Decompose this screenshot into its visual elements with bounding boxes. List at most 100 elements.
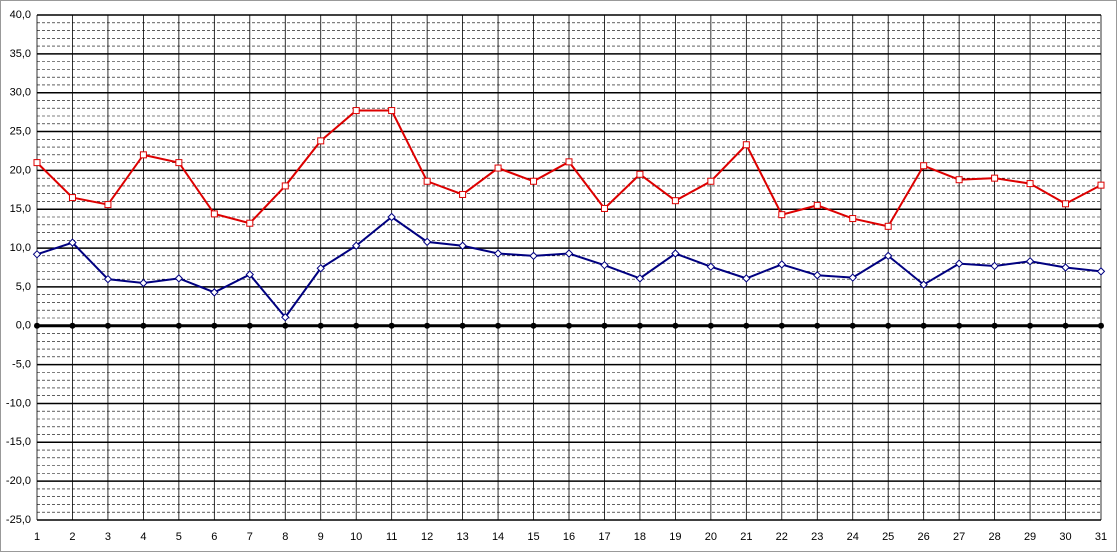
x-tick-label: 4 [140,531,146,543]
point-marker [210,288,219,297]
x-tick-label: 17 [598,531,610,543]
x-tick-label: 14 [492,531,504,543]
x-tick-label: 11 [386,531,397,543]
plot [32,107,1106,322]
point-marker [671,249,680,258]
point-marker [919,280,928,289]
point-marker [388,107,396,115]
y-tick-label: 15,0 [10,203,31,215]
point-marker [1096,267,1106,276]
axis-tick-dot [1062,322,1069,329]
x-tick-label: 5 [176,531,182,543]
point-marker [281,313,290,322]
y-tick-label: 0,0 [16,320,31,332]
x-tick-label: 13 [456,531,468,543]
point-marker [600,260,609,270]
point-marker [849,215,857,223]
x-tick-label: 9 [318,531,324,543]
axis-tick-dot [388,322,395,329]
axis-tick-dot [814,322,821,329]
y-tick-label: -20,0 [6,475,31,487]
x-tick-label: 30 [1059,531,1071,543]
axis-tick-dot [778,322,785,329]
point-marker [1061,263,1070,272]
point-marker [68,238,77,247]
axis-tick-dot [601,322,608,329]
point-marker [104,201,112,209]
y-tick-label: 25,0 [10,125,31,137]
axis-tick-dot [104,322,111,329]
point-marker [459,190,467,198]
x-tick-label: 29 [1024,531,1036,543]
point-marker [139,151,147,159]
axis-tick-dot [175,322,182,329]
point-marker [175,159,183,167]
axis-tick-dot [424,322,431,329]
axis-tick-dot [246,322,253,329]
x-tick-label: 6 [211,531,217,543]
x-tick-label: 12 [421,531,433,543]
y-tick-label: -10,0 [6,397,31,409]
point-marker [813,271,822,280]
axis-tick-dot [317,322,324,329]
x-tick-label: 27 [953,531,965,543]
x-tick-label: 2 [69,531,75,543]
point-marker [813,201,821,209]
point-marker [139,278,148,288]
y-tick-label: 5,0 [16,281,31,293]
axis-tick-dot [707,322,714,329]
point-marker [422,237,432,247]
point-marker [778,211,786,219]
point-marker [246,219,254,227]
axis-tick-dot [34,322,40,329]
x-tick-label: 18 [634,531,646,543]
axis-tick-dot [459,322,466,329]
point-marker [352,107,360,115]
point-marker [954,259,964,268]
point-marker [671,197,679,205]
point-marker [317,137,325,145]
point-marker [848,273,857,282]
point-marker [387,212,396,222]
x-tick-label: 25 [882,531,894,543]
point-marker [1026,180,1034,188]
point-marker [281,182,289,190]
point-marker [174,274,184,283]
point-marker [742,274,751,283]
x-tick-label: 3 [105,531,111,543]
point-marker [32,250,42,259]
point-marker [351,241,361,250]
x-tick-label: 22 [776,531,788,543]
point-marker [529,251,538,261]
point-marker [565,158,573,166]
axis-tick-dot [956,322,963,329]
y-tick-label: 20,0 [10,164,31,176]
y-tick-label: 35,0 [10,48,31,60]
axis-tick-dot [920,322,927,329]
axis-tick-dot [566,322,572,329]
x-tick-label: 19 [669,531,681,543]
axis-tick-dot [530,322,537,329]
point-marker [707,177,715,185]
point-marker [990,261,999,271]
axis-tick-dot [140,322,147,329]
point-marker [1062,200,1070,208]
point-marker [564,249,574,258]
point-marker [636,170,644,178]
point-marker [316,264,325,273]
x-tick-label: 23 [811,531,823,543]
point-marker [600,204,608,212]
axis-tick-dot [672,322,679,329]
point-marker [245,270,255,279]
axis-tick-dot [495,322,502,329]
axis-tick-dot [743,322,750,329]
y-tick-label: 30,0 [10,87,31,99]
axis-tick-dot [636,322,643,329]
axis-tick-dot [885,322,892,329]
y-tick-label: -15,0 [6,436,31,448]
x-tick-label: 31 [1095,531,1107,543]
y-tick-label: 40,0 [10,9,31,21]
x-tick-label: 28 [988,531,1000,543]
point-marker [33,159,41,167]
